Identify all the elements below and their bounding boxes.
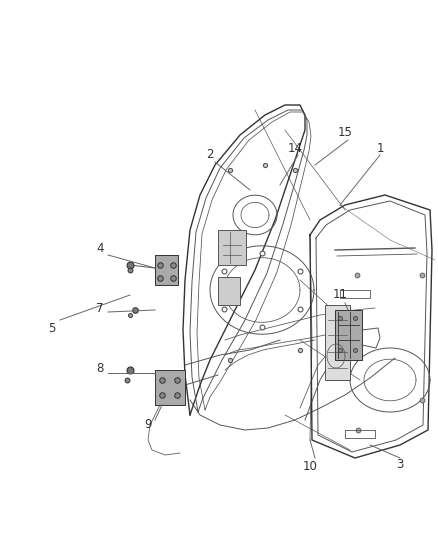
FancyBboxPatch shape [218, 277, 240, 305]
Text: 7: 7 [96, 302, 104, 314]
FancyBboxPatch shape [218, 230, 246, 265]
Polygon shape [155, 255, 178, 285]
Polygon shape [155, 370, 185, 405]
Text: 4: 4 [96, 241, 104, 254]
Polygon shape [335, 310, 362, 360]
Text: 14: 14 [287, 141, 303, 155]
Text: 9: 9 [144, 418, 152, 432]
Text: 3: 3 [396, 458, 404, 472]
Text: 8: 8 [96, 361, 104, 375]
Text: 2: 2 [206, 149, 214, 161]
Polygon shape [325, 305, 350, 380]
Text: 10: 10 [303, 459, 318, 472]
Text: 11: 11 [332, 288, 347, 302]
Text: 15: 15 [338, 125, 353, 139]
Text: 1: 1 [376, 141, 384, 155]
Text: 5: 5 [48, 321, 56, 335]
